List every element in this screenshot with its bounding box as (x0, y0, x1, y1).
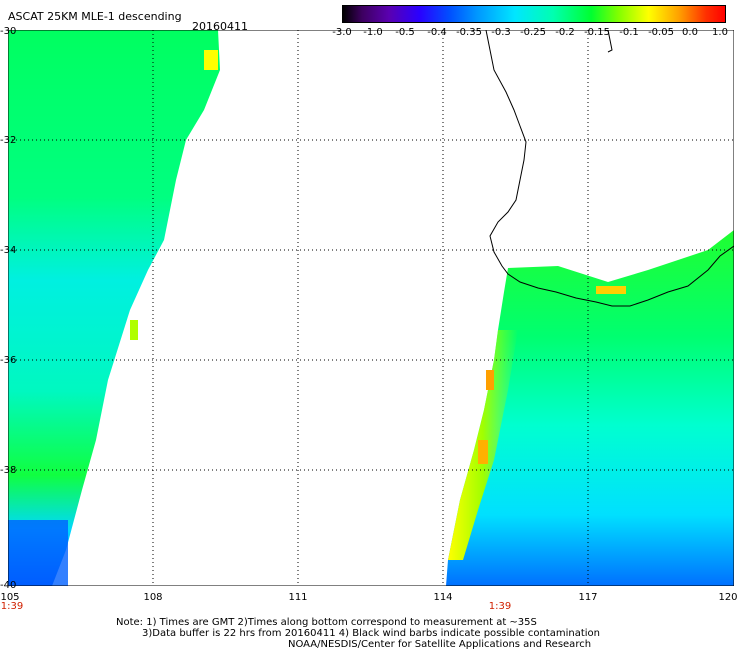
product-title: ASCAT 25KM MLE-1 descending (8, 10, 182, 23)
colorbar-tick: -0.1 (619, 27, 639, 38)
swath-left (8, 30, 220, 586)
colorbar-tick: -0.2 (555, 27, 575, 38)
colorbar-tick: -0.15 (584, 27, 610, 38)
lat-label: -36 (0, 355, 17, 366)
colorbar-tick: -0.05 (648, 27, 674, 38)
colorbar-tick: -0.25 (520, 27, 546, 38)
colorbar-tick: -3.0 (332, 27, 352, 38)
swath-right-orange (596, 286, 626, 294)
lat-label: -34 (0, 245, 17, 256)
pass-time: 1:39 (488, 601, 512, 612)
lon-label: 114 (433, 592, 453, 603)
colorbar-tick: -0.35 (456, 27, 482, 38)
coastline (485, 30, 734, 307)
lat-label: -40 (0, 580, 17, 591)
swath-left-blue (8, 520, 68, 586)
swath-right (446, 230, 734, 586)
note-line: NOAA/NESDIS/Center for Satellite Applica… (288, 639, 592, 650)
map-plot (8, 30, 734, 586)
lon-label: 111 (288, 592, 308, 603)
lat-label: -38 (0, 465, 17, 476)
swath-right-orange (478, 440, 488, 464)
lon-label: 117 (578, 592, 598, 603)
note-line: Note: 1) Times are GMT 2)Times along bot… (116, 617, 537, 628)
lat-label: -30 (0, 26, 17, 37)
note-line: 3)Data buffer is 22 hrs from 20160411 4)… (142, 628, 600, 639)
pass-time: 1:39 (0, 601, 24, 612)
lat-label: -32 (0, 135, 17, 146)
lon-label: 120 (718, 592, 738, 603)
swath-left-edge (204, 50, 218, 70)
swath-right-orange (486, 370, 494, 390)
lon-label: 108 (143, 592, 163, 603)
colorbar-tick: -1.0 (363, 27, 383, 38)
coastline (607, 30, 613, 53)
colorbar (342, 5, 726, 23)
colorbar-tick: -0.5 (395, 27, 415, 38)
colorbar-tick: 0.0 (682, 27, 698, 38)
colorbar-tick: -0.3 (491, 27, 511, 38)
colorbar-tick: -0.4 (427, 27, 447, 38)
lat-lon-grid (8, 30, 734, 586)
swath-left-edge (130, 320, 138, 340)
lon-label: 105 (0, 592, 20, 603)
colorbar-tick: 1.0 (712, 27, 728, 38)
